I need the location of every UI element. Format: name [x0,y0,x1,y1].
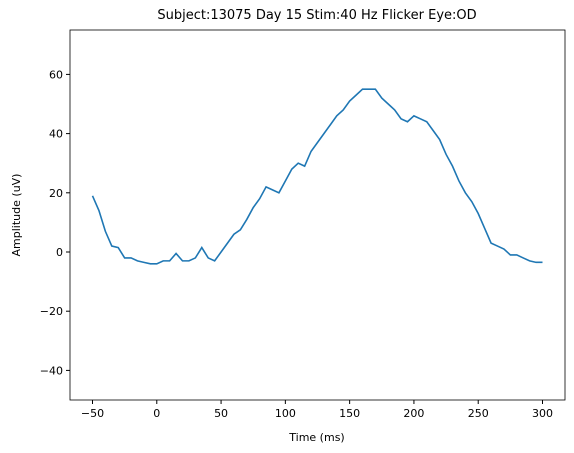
y-tick-label: 20 [49,187,63,200]
x-axis-label: Time (ms) [288,431,344,444]
y-tick-label: 0 [56,246,63,259]
chart-title: Subject:13075 Day 15 Stim:40 Hz Flicker … [157,8,476,23]
x-tick-label: 300 [532,407,553,420]
x-tick-label: 50 [214,407,228,420]
y-axis-label: Amplitude (uV) [10,174,23,257]
x-tick-label: 100 [275,407,296,420]
x-tick-label: −50 [81,407,104,420]
x-tick-label: 250 [468,407,489,420]
y-tick-label: 40 [49,128,63,141]
plot-frame [69,29,566,401]
data-line [91,88,543,265]
x-tick-label: 150 [339,407,360,420]
x-tick-label: 0 [153,407,160,420]
x-tick-label: 200 [403,407,424,420]
y-tick-label: −20 [40,305,63,318]
y-tick-label: −40 [40,364,63,377]
y-tick-label: 60 [49,68,63,81]
